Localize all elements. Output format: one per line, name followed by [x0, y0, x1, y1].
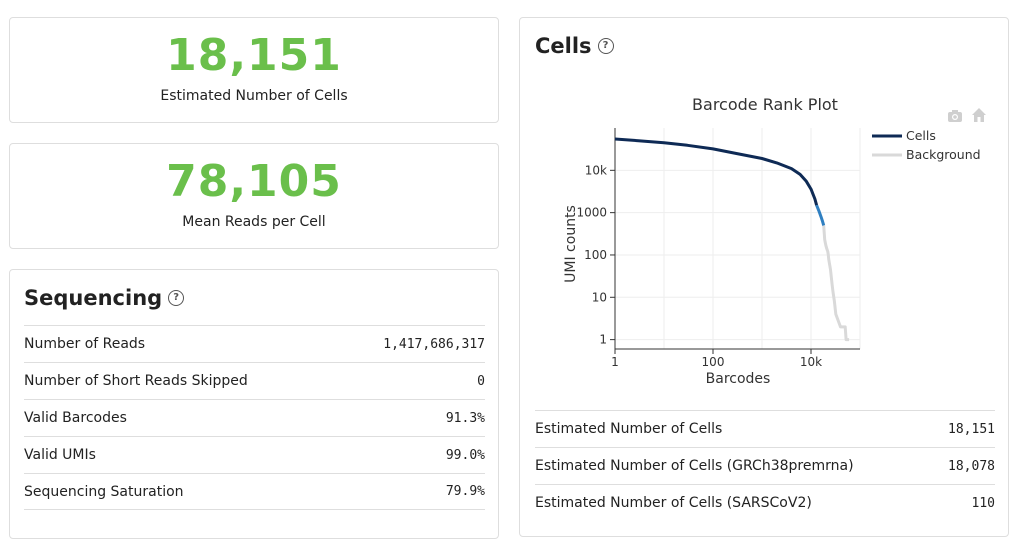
chart-axes: 1 100 10k 1 10 100 1000 10k — [576, 128, 860, 369]
x-axis-label: Barcodes — [706, 371, 771, 387]
metric-value: 110 — [971, 495, 995, 511]
table-row: Estimated Number of Cells 18,151 — [535, 410, 995, 447]
mean-reads-card: 78,105 Mean Reads per Cell — [9, 143, 499, 249]
cells-card: Cells ? Barcode Rank Plot 1 100 10k 1 10 100 1… — [519, 17, 1009, 537]
metric-value: 0 — [477, 373, 485, 389]
metric-label: Estimated Number of Cells — [535, 421, 723, 437]
estimated-cells-label: Estimated Number of Cells — [160, 88, 348, 104]
x-tick-label: 10k — [800, 355, 822, 369]
estimated-cells-value: 18,151 — [166, 30, 342, 81]
series-line-cells — [614, 137, 819, 206]
metric-value: 18,078 — [948, 458, 995, 474]
metric-value: 79.9% — [445, 484, 485, 499]
table-row: Valid UMIs 99.0% — [24, 436, 485, 473]
table-row: Sequencing Saturation 79.9% — [24, 473, 485, 510]
metric-label: Sequencing Saturation — [24, 483, 184, 500]
x-tick-label: 1 — [611, 355, 619, 369]
sequencing-table: Number of Reads 1,417,686,317 Number of … — [24, 325, 485, 510]
y-tick-label: 10k — [585, 163, 607, 177]
metric-value: 1,417,686,317 — [383, 336, 485, 352]
help-icon[interactable]: ? — [168, 290, 185, 306]
chart-legend: Cells Background — [872, 128, 981, 162]
metric-label: Valid Barcodes — [24, 410, 127, 426]
sequencing-title-text: Sequencing — [24, 286, 163, 310]
mean-reads-label: Mean Reads per Cell — [182, 214, 326, 230]
table-row: Estimated Number of Cells (SARSCoV2) 110 — [535, 484, 995, 521]
metric-label: Valid UMIs — [24, 447, 96, 463]
legend-label-cells: Cells — [906, 128, 936, 143]
estimated-cells-card: 18,151 Estimated Number of Cells — [9, 17, 499, 123]
metric-label: Estimated Number of Cells (GRCh38premrna… — [535, 458, 854, 474]
y-axis-label: UMI counts — [563, 205, 579, 283]
y-tick-label: 100 — [584, 248, 607, 262]
table-row: Number of Short Reads Skipped 0 — [24, 362, 485, 399]
sequencing-title: Sequencing ? — [24, 286, 185, 310]
cells-title-text: Cells — [535, 34, 592, 58]
table-row: Valid Barcodes 91.3% — [24, 399, 485, 436]
chart-title: Barcode Rank Plot — [692, 95, 838, 114]
cells-title: Cells ? — [535, 34, 614, 58]
table-row: Estimated Number of Cells (GRCh38premrna… — [535, 447, 995, 484]
barcode-rank-plot: Barcode Rank Plot 1 100 10k 1 10 100 1000 10k B… — [563, 95, 986, 387]
legend-label-background: Background — [906, 147, 981, 162]
help-icon[interactable]: ? — [597, 38, 614, 54]
table-row: Number of Reads 1,417,686,317 — [24, 325, 485, 362]
mean-reads-value: 78,105 — [166, 156, 342, 207]
metric-label: Estimated Number of Cells (SARSCoV2) — [535, 495, 812, 511]
metric-label: Number of Reads — [24, 336, 146, 352]
y-tick-label: 10 — [592, 290, 607, 304]
x-tick-label: 100 — [702, 355, 725, 369]
sequencing-card: Sequencing ? Number of Reads 1,417,686,3… — [9, 269, 499, 539]
home-icon[interactable] — [972, 108, 986, 122]
metric-value: 91.3% — [445, 410, 485, 426]
metric-label: Number of Short Reads Skipped — [24, 373, 248, 389]
chart-series — [614, 137, 850, 342]
metric-value: 18,151 — [948, 421, 995, 437]
camera-icon[interactable] — [948, 110, 962, 122]
series-line-background — [822, 225, 850, 342]
metric-value: 99.0% — [445, 447, 485, 463]
y-tick-label: 1 — [599, 333, 607, 347]
y-tick-label: 1000 — [576, 206, 607, 220]
cells-table: Estimated Number of Cells 18,151 Estimat… — [535, 410, 995, 521]
series-line-transition — [815, 204, 826, 226]
